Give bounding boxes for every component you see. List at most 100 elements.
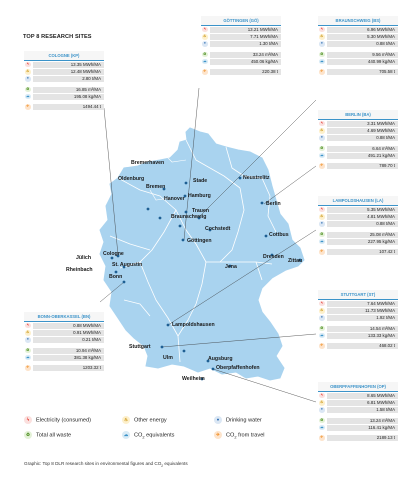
panel-header: COLOGNE (KP) bbox=[24, 51, 104, 61]
page-title: TOP 8 RESEARCH SITES bbox=[23, 34, 92, 40]
cloud-icon: ☁ bbox=[25, 93, 31, 100]
leader-lines bbox=[99, 87, 317, 403]
waste-value: 10.94 m³/MA bbox=[33, 347, 104, 354]
legend-travel: ✈ CO2 from travel bbox=[214, 431, 265, 440]
legend-co2-prefix: CO bbox=[134, 432, 143, 439]
dot-hanover bbox=[178, 224, 182, 228]
city-dots bbox=[110, 176, 302, 381]
other-energy-value: 0.91 MWh/MA bbox=[33, 329, 104, 337]
leader-bonn bbox=[99, 281, 125, 303]
panel-header: LAMPOLDSHAUSEN (LA) bbox=[318, 196, 398, 206]
travel-icon: ✈ bbox=[319, 343, 325, 349]
panel-header: BRAUNSCHWEIG (BS) bbox=[318, 16, 398, 26]
electricity-value: 3.31 MWh/MA bbox=[327, 120, 398, 127]
water-value: 1.92 t/MA bbox=[327, 315, 398, 322]
waste-icon: ♻ bbox=[25, 86, 31, 93]
cloud-icon: ☁ bbox=[202, 58, 208, 65]
co2-value: 195.08 kg/MA bbox=[33, 93, 104, 100]
water-value: 0.88 t/MA bbox=[327, 41, 398, 48]
water-value: 0.88 t/MA bbox=[327, 221, 398, 228]
travel-icon: ✈ bbox=[319, 435, 325, 441]
city-label-goettingen: Göttingen bbox=[187, 238, 212, 244]
city-label-stuttgart: Stuttgart bbox=[129, 344, 151, 350]
caption-suffix: equivalents bbox=[163, 461, 188, 466]
city-label-hanover: Hanover bbox=[164, 196, 185, 202]
co2-value: 450.06 kg/MA bbox=[210, 58, 281, 65]
water-drop-icon: ● bbox=[319, 221, 325, 227]
dot-st-augustin bbox=[122, 265, 126, 269]
city-label-neustrelitz: Neustrelitz bbox=[243, 175, 270, 181]
dot-hamburg bbox=[183, 194, 187, 198]
site-panel-oberpfaffenhofen: OBERPFAFFENHOFEN (OP) ϟ 8.65 MWh/MA ♨ 6.81… bbox=[318, 382, 398, 442]
waste-icon: ♻ bbox=[24, 431, 32, 439]
lightning-icon: ϟ bbox=[24, 416, 32, 424]
dot-stade bbox=[184, 181, 188, 185]
travel-value: 468.02 t bbox=[327, 343, 398, 350]
other-energy-value: 4.81 MWh/MA bbox=[327, 213, 398, 221]
cloud-icon: ☁ bbox=[319, 424, 325, 431]
cloud-icon: ☁ bbox=[122, 431, 130, 439]
legend-water-label: Drinking water bbox=[226, 417, 262, 424]
legend-electricity-label: Electricity (consumed) bbox=[36, 417, 92, 424]
dot-bonn bbox=[122, 280, 126, 284]
water-drop-icon: ● bbox=[319, 135, 325, 141]
electricity-value: 8.65 MWh/MA bbox=[327, 392, 398, 399]
cloud-icon: ☁ bbox=[319, 152, 325, 159]
city-label-cottbus: Cottbus bbox=[269, 232, 289, 238]
co2-value: 440.99 kg/MA bbox=[327, 58, 398, 65]
co2-value: 227.95 kg/MA bbox=[327, 238, 398, 245]
dot-dresden bbox=[270, 253, 274, 257]
travel-icon: ✈ bbox=[319, 249, 325, 255]
waste-icon: ♻ bbox=[319, 145, 325, 152]
cloud-icon: ☁ bbox=[319, 238, 325, 245]
waste-icon: ♻ bbox=[319, 51, 325, 58]
lightning-icon: ϟ bbox=[319, 26, 325, 33]
dot-jena bbox=[228, 264, 232, 268]
water-drop-icon: ● bbox=[319, 41, 325, 47]
electricity-value: 6.96 MWh/MA bbox=[327, 26, 398, 33]
city-label-ulm: Ulm bbox=[163, 355, 173, 361]
site-panel-goettingen: GÖTTINGEN (GÖ) ϟ 13.21 MWh/MA ♨ 7.71 MWh/M… bbox=[201, 16, 281, 76]
water-drop-icon: ● bbox=[214, 416, 222, 424]
leader-stuttgart bbox=[161, 333, 317, 348]
dot-berlin bbox=[260, 201, 264, 205]
legend-travel-prefix: CO bbox=[226, 432, 235, 439]
cloud-icon: ☁ bbox=[319, 58, 325, 65]
city-label-stade: Stade bbox=[193, 178, 208, 184]
leader-goettingen bbox=[183, 87, 200, 241]
dot-goettingen bbox=[181, 238, 185, 242]
panel-header: OBERPFAFFENHOFEN (OP) bbox=[318, 382, 398, 392]
travel-value: 705.58 t bbox=[327, 69, 398, 76]
panel-header: STUTTGART (ST) bbox=[318, 290, 398, 300]
co2-value: 381.38 kg/MA bbox=[33, 354, 104, 361]
waste-icon: ♻ bbox=[319, 231, 325, 238]
travel-value: 1203.32 t bbox=[33, 365, 104, 372]
city-label-bremen: Bremen bbox=[146, 184, 166, 190]
dot-rheinbach bbox=[114, 270, 118, 274]
city-label-braunschweig: Braunschweig bbox=[171, 214, 207, 220]
water-drop-icon: ● bbox=[202, 41, 208, 47]
travel-icon: ✈ bbox=[202, 69, 208, 75]
cloud-icon: ☁ bbox=[319, 332, 325, 339]
flame-icon: ♨ bbox=[25, 329, 31, 336]
site-panel-lampoldshausen: LAMPOLDSHAUSEN (LA) ϟ 5.35 MWh/MA ♨ 4.81 M… bbox=[318, 196, 398, 256]
site-panel-cologne: COLOGNE (KP) ϟ 13.35 MWh/MA ♨ 12.48 MWh/MA… bbox=[24, 51, 104, 111]
site-panel-berlin: BERLIN (BA) ϟ 3.31 MWh/MA ♨ 4.69 MWh/MA ● 0… bbox=[318, 110, 398, 170]
city-label-rheinbach: Rheinbach bbox=[66, 267, 93, 273]
caption-sub: 2 bbox=[161, 463, 164, 468]
waste-icon: ♻ bbox=[25, 347, 31, 354]
dot-bremerhaven bbox=[162, 187, 166, 191]
water-drop-icon: ● bbox=[25, 337, 31, 343]
flame-icon: ♨ bbox=[202, 33, 208, 40]
caption-prefix: Graphic: Top 8 DLR research sites in env… bbox=[24, 461, 162, 466]
city-label-zittau: Zittau bbox=[288, 258, 303, 264]
other-energy-value: 4.69 MWh/MA bbox=[327, 127, 398, 135]
flame-icon: ♨ bbox=[319, 33, 325, 40]
site-panel-stuttgart: STUTTGART (ST) ϟ 7.64 MWh/MA ♨ 11.73 MWh/M… bbox=[318, 290, 398, 350]
legend-travel-sub: 2 bbox=[234, 434, 237, 440]
water-drop-icon: ● bbox=[319, 315, 325, 321]
flame-icon: ♨ bbox=[122, 416, 130, 424]
water-value: 0.21 t/MA bbox=[33, 337, 104, 344]
city-label-cochstedt: Cochstedt bbox=[205, 226, 231, 232]
